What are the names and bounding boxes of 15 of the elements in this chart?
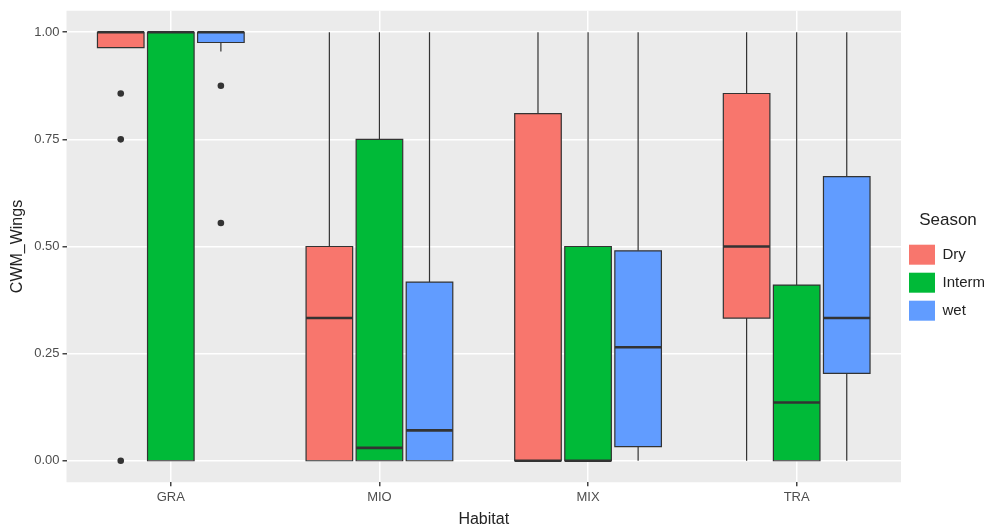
y-axis-title: CWM_Wings [8, 199, 27, 294]
y-tick-label: 0.50 [34, 238, 60, 254]
x-tick-label: MIX [576, 488, 600, 504]
legend-title: Season [919, 210, 977, 230]
y-tick-label: 0.00 [34, 452, 60, 468]
x-axis-title: Habitat [458, 509, 510, 527]
x-tick-label: MIO [367, 488, 392, 504]
legend-label: wet [941, 300, 967, 318]
legend-label: Interm [942, 272, 986, 290]
y-tick-label: 0.25 [34, 345, 60, 361]
y-tick-label: 0.75 [34, 130, 60, 146]
legend-label: Dry [942, 244, 967, 262]
y-tick-label: 1.00 [34, 23, 60, 39]
x-tick-label: GRA [156, 488, 186, 504]
x-tick-label: TRA [783, 488, 811, 504]
